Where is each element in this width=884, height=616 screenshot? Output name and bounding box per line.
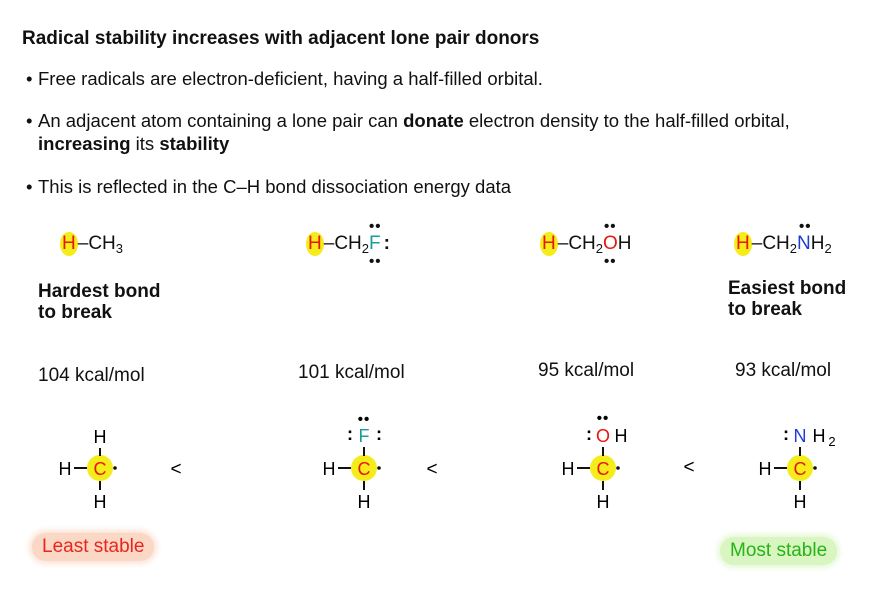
group: CH (762, 233, 790, 254)
hardest-bond-label: Hardest bond to break (38, 281, 161, 323)
group: CH (568, 233, 596, 254)
group: CH (334, 233, 362, 254)
lone-pair-left: : (783, 424, 789, 444)
lone-pair-top: •• (604, 218, 617, 235)
nitrogen-atom: N (794, 426, 807, 446)
subscript: 2 (824, 241, 832, 256)
group: H (810, 233, 825, 254)
amine-subscript: 2 (828, 434, 835, 449)
less-than-sign: < (170, 459, 181, 480)
bullet-text: electron density to the half-filled orbi… (463, 110, 790, 131)
left-atom: H (562, 459, 575, 479)
radical-methyl: H H C H (59, 427, 117, 512)
less-than-sign: < (426, 459, 437, 480)
amine-hydrogen: H (813, 426, 826, 446)
carbon-atom: C (794, 459, 807, 479)
bottom-atom: H (794, 492, 807, 512)
hydrogen-highlight: H (306, 232, 324, 256)
lone-pair-top: •• (799, 218, 812, 235)
bullet-emph-donate: donate (403, 110, 464, 131)
bond: – (323, 233, 335, 254)
left-atom: H (323, 459, 336, 479)
energy-methane: 104 kcal/mol (38, 365, 145, 386)
radical-electron (113, 466, 117, 470)
oxygen-atom: O (596, 426, 610, 446)
energy-methylamine: 93 kcal/mol (735, 360, 832, 381)
lone-pair-left: : (347, 424, 353, 444)
bottom-atom: H (358, 492, 371, 512)
bond: – (751, 233, 763, 254)
hydrogen-highlight: H (540, 232, 558, 256)
group: CH (88, 233, 116, 254)
bullet-dot: • (26, 68, 33, 89)
bullet-dot: • (26, 176, 33, 197)
molecule-methylamine: H –CH2N •• H2 (734, 218, 832, 256)
bullet-text: Free radicals are electron-deficient, ha… (38, 68, 543, 89)
hydrogen-highlight: H (734, 232, 752, 256)
nitrogen-atom: N •• (797, 218, 812, 254)
lone-pair-bottom: •• (369, 253, 382, 270)
subscript: 2 (361, 241, 369, 256)
radical-structures: H H C H < •• : F : H C H < •• : O H H C (59, 410, 836, 512)
carbon-highlight (787, 455, 813, 481)
bullet-electron-deficient: • Free radicals are electron-deficient, … (26, 67, 868, 90)
lone-pair-top: •• (597, 410, 610, 427)
bullet-lone-pair-donation: • An adjacent atom containing a lone pai… (26, 109, 868, 155)
slide-title: Radical stability increases with adjacen… (22, 28, 540, 49)
hydrogen-highlight: H (60, 232, 78, 256)
subscript: 2 (595, 241, 603, 256)
bullet-dot: • (26, 110, 33, 131)
lone-pair-right: : (383, 233, 390, 254)
left-atom: H (759, 459, 772, 479)
carbon-atom: C (94, 459, 107, 479)
carbon-highlight (590, 455, 616, 481)
fluorine-atom: F (359, 426, 370, 446)
bottom-atom: H (597, 492, 610, 512)
carbon-highlight (351, 455, 377, 481)
oxygen-atom: O •• •• (603, 218, 618, 270)
carbon-atom: C (358, 459, 371, 479)
lone-pair-left: : (586, 424, 592, 444)
molecule-methane: H –CH3 (60, 232, 123, 256)
lone-pair-top: •• (369, 218, 382, 235)
radical-hydroxymethyl: •• : O H H C H (562, 410, 628, 512)
carbon-atom: C (597, 459, 610, 479)
lone-pair-bottom: •• (604, 253, 617, 270)
bullet-text: its (130, 133, 160, 154)
bullet-text: This is reflected in the C–H bond dissoc… (38, 176, 512, 197)
lone-pair-top: •• (358, 411, 371, 428)
easiest-bond-label: Easiest bond to break (728, 278, 847, 320)
top-atom: H (94, 427, 107, 447)
bullet-emph-stability: stability (159, 133, 230, 154)
molecule-methanol: H –CH2O •• •• H (540, 218, 632, 270)
radical-fluoromethyl: •• : F : H C H (323, 411, 383, 512)
least-stable-badge: Least stable (32, 533, 155, 561)
lone-pair-right: : (376, 424, 382, 444)
radical-electron (813, 466, 817, 470)
less-than-sign: < (683, 457, 694, 478)
bullet-bde-data: • This is reflected in the C–H bond diss… (26, 175, 868, 198)
bond: – (557, 233, 569, 254)
bullet-text: An adjacent atom containing a lone pair … (38, 110, 404, 131)
most-stable-badge: Most stable (720, 537, 838, 565)
hydroxyl-hydrogen: H (615, 426, 628, 446)
fluorine-atom: F •• •• (369, 218, 382, 270)
bond: – (77, 233, 89, 254)
radical-electron (616, 466, 620, 470)
energy-methanol: 95 kcal/mol (538, 360, 635, 381)
subscript: 3 (115, 241, 123, 256)
carbon-highlight (87, 455, 113, 481)
molecule-fluoromethane: H –CH2F •• ••: (306, 218, 390, 270)
bottom-atom: H (94, 492, 107, 512)
group: H (617, 233, 632, 254)
bullet-emph-increasing: increasing (38, 133, 131, 154)
radical-aminomethyl: : N H 2 H C H (759, 424, 836, 512)
energy-fluoromethane: 101 kcal/mol (298, 362, 405, 383)
left-atom: H (59, 459, 72, 479)
subscript: 2 (789, 241, 797, 256)
radical-electron (377, 466, 381, 470)
